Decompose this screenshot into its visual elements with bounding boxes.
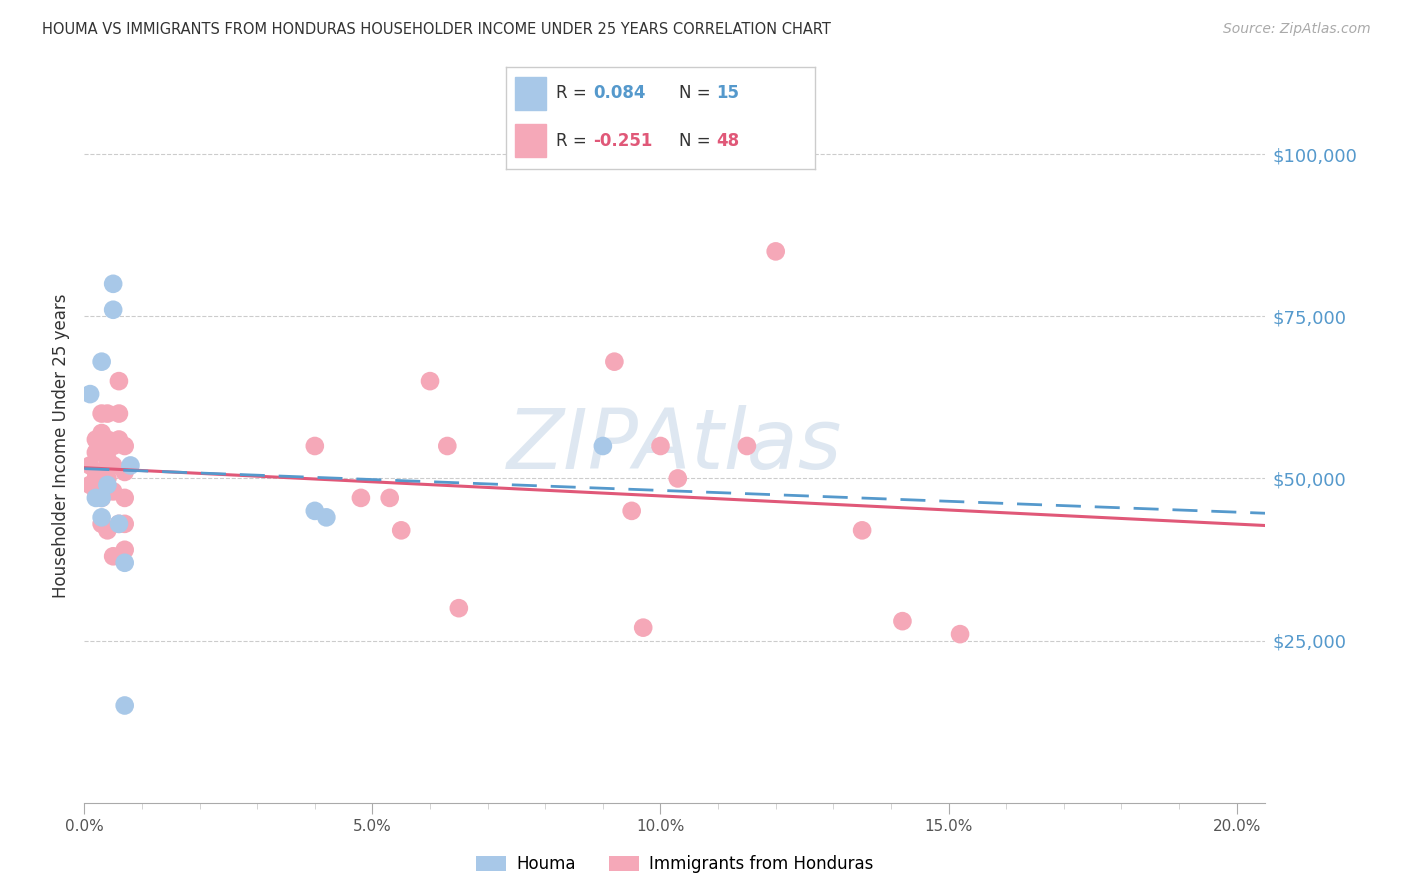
Point	[90, 407, 112, 421]
Point	[108, 516, 131, 531]
Point	[90, 425, 112, 440]
Point	[79, 387, 101, 401]
Point	[114, 516, 136, 531]
Point	[603, 354, 626, 368]
Point	[84, 445, 107, 459]
Text: -0.251: -0.251	[593, 132, 652, 150]
Point	[90, 510, 112, 524]
Point	[90, 445, 112, 459]
Point	[620, 504, 643, 518]
Point	[90, 516, 112, 531]
Point	[891, 614, 914, 628]
Text: N =: N =	[679, 132, 716, 150]
Point	[378, 491, 401, 505]
Point	[389, 524, 412, 538]
Bar	[516, 124, 547, 157]
Point	[84, 433, 107, 447]
Text: R =: R =	[555, 84, 592, 102]
Point	[90, 491, 112, 505]
Point	[84, 471, 107, 485]
Bar	[516, 77, 547, 110]
Point	[96, 433, 118, 447]
Point	[96, 524, 118, 538]
Point	[101, 549, 124, 564]
Point	[436, 439, 458, 453]
Point	[447, 601, 470, 615]
Point	[79, 478, 101, 492]
Point	[108, 433, 131, 447]
Point	[79, 458, 101, 473]
Point	[350, 491, 373, 505]
Point	[114, 439, 136, 453]
Point	[114, 491, 136, 505]
Text: Source: ZipAtlas.com: Source: ZipAtlas.com	[1223, 22, 1371, 37]
Point	[101, 484, 124, 499]
Point	[735, 439, 758, 453]
Point	[101, 277, 124, 291]
Point	[765, 244, 787, 259]
Point	[851, 524, 873, 538]
Text: 48: 48	[717, 132, 740, 150]
Text: R =: R =	[555, 132, 592, 150]
Point	[120, 458, 142, 473]
Legend: Houma, Immigrants from Honduras: Houma, Immigrants from Honduras	[470, 849, 880, 880]
Point	[114, 698, 136, 713]
Text: ZIPAtlas: ZIPAtlas	[508, 406, 842, 486]
Point	[90, 491, 112, 505]
Point	[84, 491, 107, 505]
Point	[315, 510, 337, 524]
Point	[114, 465, 136, 479]
Text: 15: 15	[717, 84, 740, 102]
Point	[631, 621, 654, 635]
Point	[96, 407, 118, 421]
Point	[108, 374, 131, 388]
Point	[96, 452, 118, 467]
Text: HOUMA VS IMMIGRANTS FROM HONDURAS HOUSEHOLDER INCOME UNDER 25 YEARS CORRELATION : HOUMA VS IMMIGRANTS FROM HONDURAS HOUSEH…	[42, 22, 831, 37]
Point	[101, 458, 124, 473]
Y-axis label: Householder Income Under 25 years: Householder Income Under 25 years	[52, 293, 70, 599]
Point	[114, 542, 136, 557]
Text: N =: N =	[679, 84, 716, 102]
Point	[949, 627, 972, 641]
Point	[101, 439, 124, 453]
Point	[108, 516, 131, 531]
Point	[304, 439, 326, 453]
Point	[90, 465, 112, 479]
Point	[592, 439, 614, 453]
Point	[114, 556, 136, 570]
Point	[108, 407, 131, 421]
Point	[101, 302, 124, 317]
Point	[84, 484, 107, 499]
Point	[419, 374, 441, 388]
Point	[90, 354, 112, 368]
Point	[96, 478, 118, 492]
Point	[650, 439, 672, 453]
Point	[96, 471, 118, 485]
Point	[666, 471, 689, 485]
Text: 0.084: 0.084	[593, 84, 645, 102]
Point	[304, 504, 326, 518]
Point	[84, 465, 107, 479]
